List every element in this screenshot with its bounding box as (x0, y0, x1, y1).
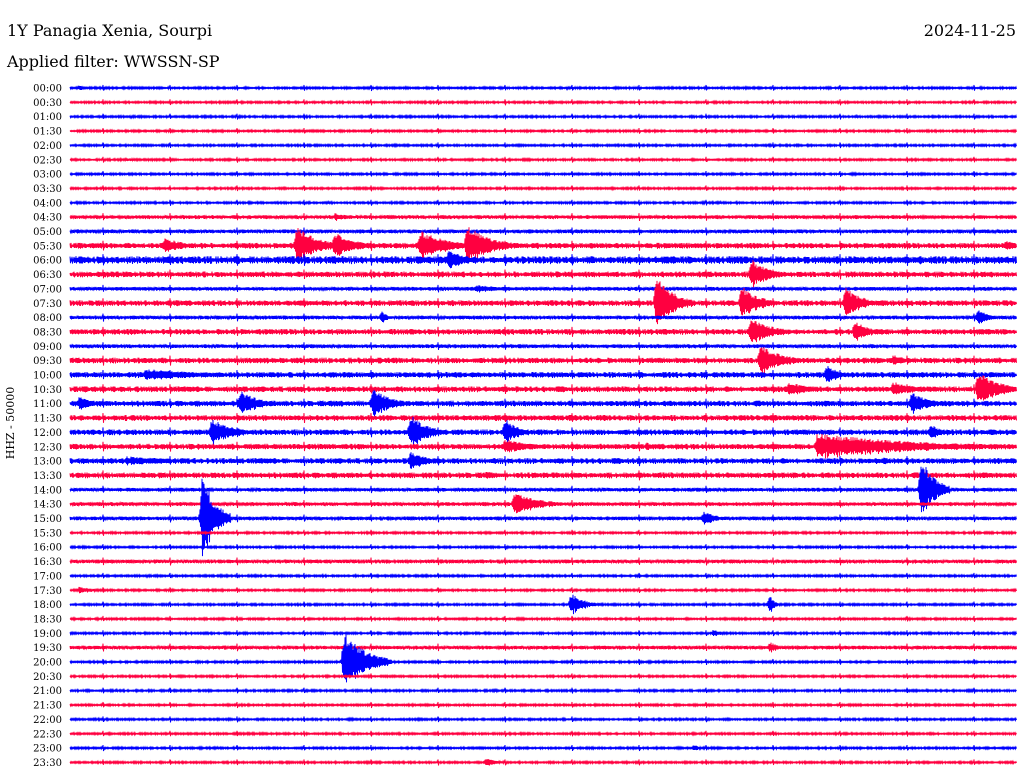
row-time-label: 13:00 (33, 457, 62, 468)
row-time-label: 21:30 (33, 701, 62, 712)
row-time-label: 06:00 (33, 256, 62, 267)
row-time-label: 00:30 (33, 98, 62, 109)
row-time-label: 11:00 (33, 399, 62, 410)
row-time-label: 01:30 (33, 127, 62, 138)
row-time-label: 05:30 (33, 241, 62, 252)
row-time-label: 04:30 (33, 213, 62, 224)
row-time-label: 04:00 (33, 198, 62, 209)
row-time-label: 02:00 (33, 141, 62, 152)
row-time-label: 20:30 (33, 672, 62, 683)
row-time-label: 11:30 (33, 414, 62, 425)
row-time-label: 15:00 (33, 514, 62, 525)
date-label: 2024-11-25 (923, 21, 1016, 40)
row-time-label: 09:00 (33, 342, 62, 353)
y-axis-label: HHZ - 50000 (4, 387, 17, 460)
row-time-label: 03:30 (33, 184, 62, 195)
row-time-label: 21:00 (33, 686, 62, 697)
row-time-label: 00:00 (33, 84, 62, 95)
row-time-label: 16:30 (33, 557, 62, 568)
row-time-label: 19:30 (33, 643, 62, 654)
row-time-label: 18:00 (33, 600, 62, 611)
row-labels-group: 00:00 00:30 01:00 01:30 02:00 02:30 03:00 03:30… (33, 84, 62, 769)
trace-line (69, 375, 1017, 401)
row-time-label: 20:00 (33, 658, 62, 669)
row-time-label: 19:00 (33, 629, 62, 640)
row-time-label: 12:30 (33, 442, 62, 453)
row-time-label: 17:30 (33, 586, 62, 597)
row-time-label: 10:30 (33, 385, 62, 396)
row-time-label: 18:30 (33, 614, 62, 625)
row-time-label: 17:00 (33, 571, 62, 582)
row-time-label: 01:00 (33, 112, 62, 123)
row-time-label: 13:30 (33, 471, 62, 482)
row-time-label: 02:30 (33, 155, 62, 166)
row-time-label: 08:00 (33, 313, 62, 324)
row-time-label: 22:00 (33, 715, 62, 726)
row-time-label: 07:30 (33, 299, 62, 310)
row-time-label: 05:00 (33, 227, 62, 238)
row-time-label: 22:30 (33, 729, 62, 740)
row-time-label: 14:30 (33, 500, 62, 511)
row-time-label: 07:00 (33, 284, 62, 295)
station-title: 1Y Panagia Xenia, Sourpi (7, 21, 213, 40)
traces-group (69, 84, 1017, 766)
row-time-label: 14:00 (33, 485, 62, 496)
row-time-label: 08:30 (33, 327, 62, 338)
row-time-label: 06:30 (33, 270, 62, 281)
row-time-label: 15:30 (33, 528, 62, 539)
row-time-label: 10:00 (33, 371, 62, 382)
filter-label: Applied filter: WWSSN-SP (7, 52, 220, 71)
row-time-label: 16:00 (33, 543, 62, 554)
row-time-label: 12:00 (33, 428, 62, 439)
trace-line (69, 366, 1017, 382)
row-time-label: 23:00 (33, 744, 62, 755)
row-time-label: 23:30 (33, 758, 62, 769)
row-time-label: 03:00 (33, 170, 62, 181)
trace-line (69, 260, 1017, 288)
row-time-label: 09:30 (33, 356, 62, 367)
